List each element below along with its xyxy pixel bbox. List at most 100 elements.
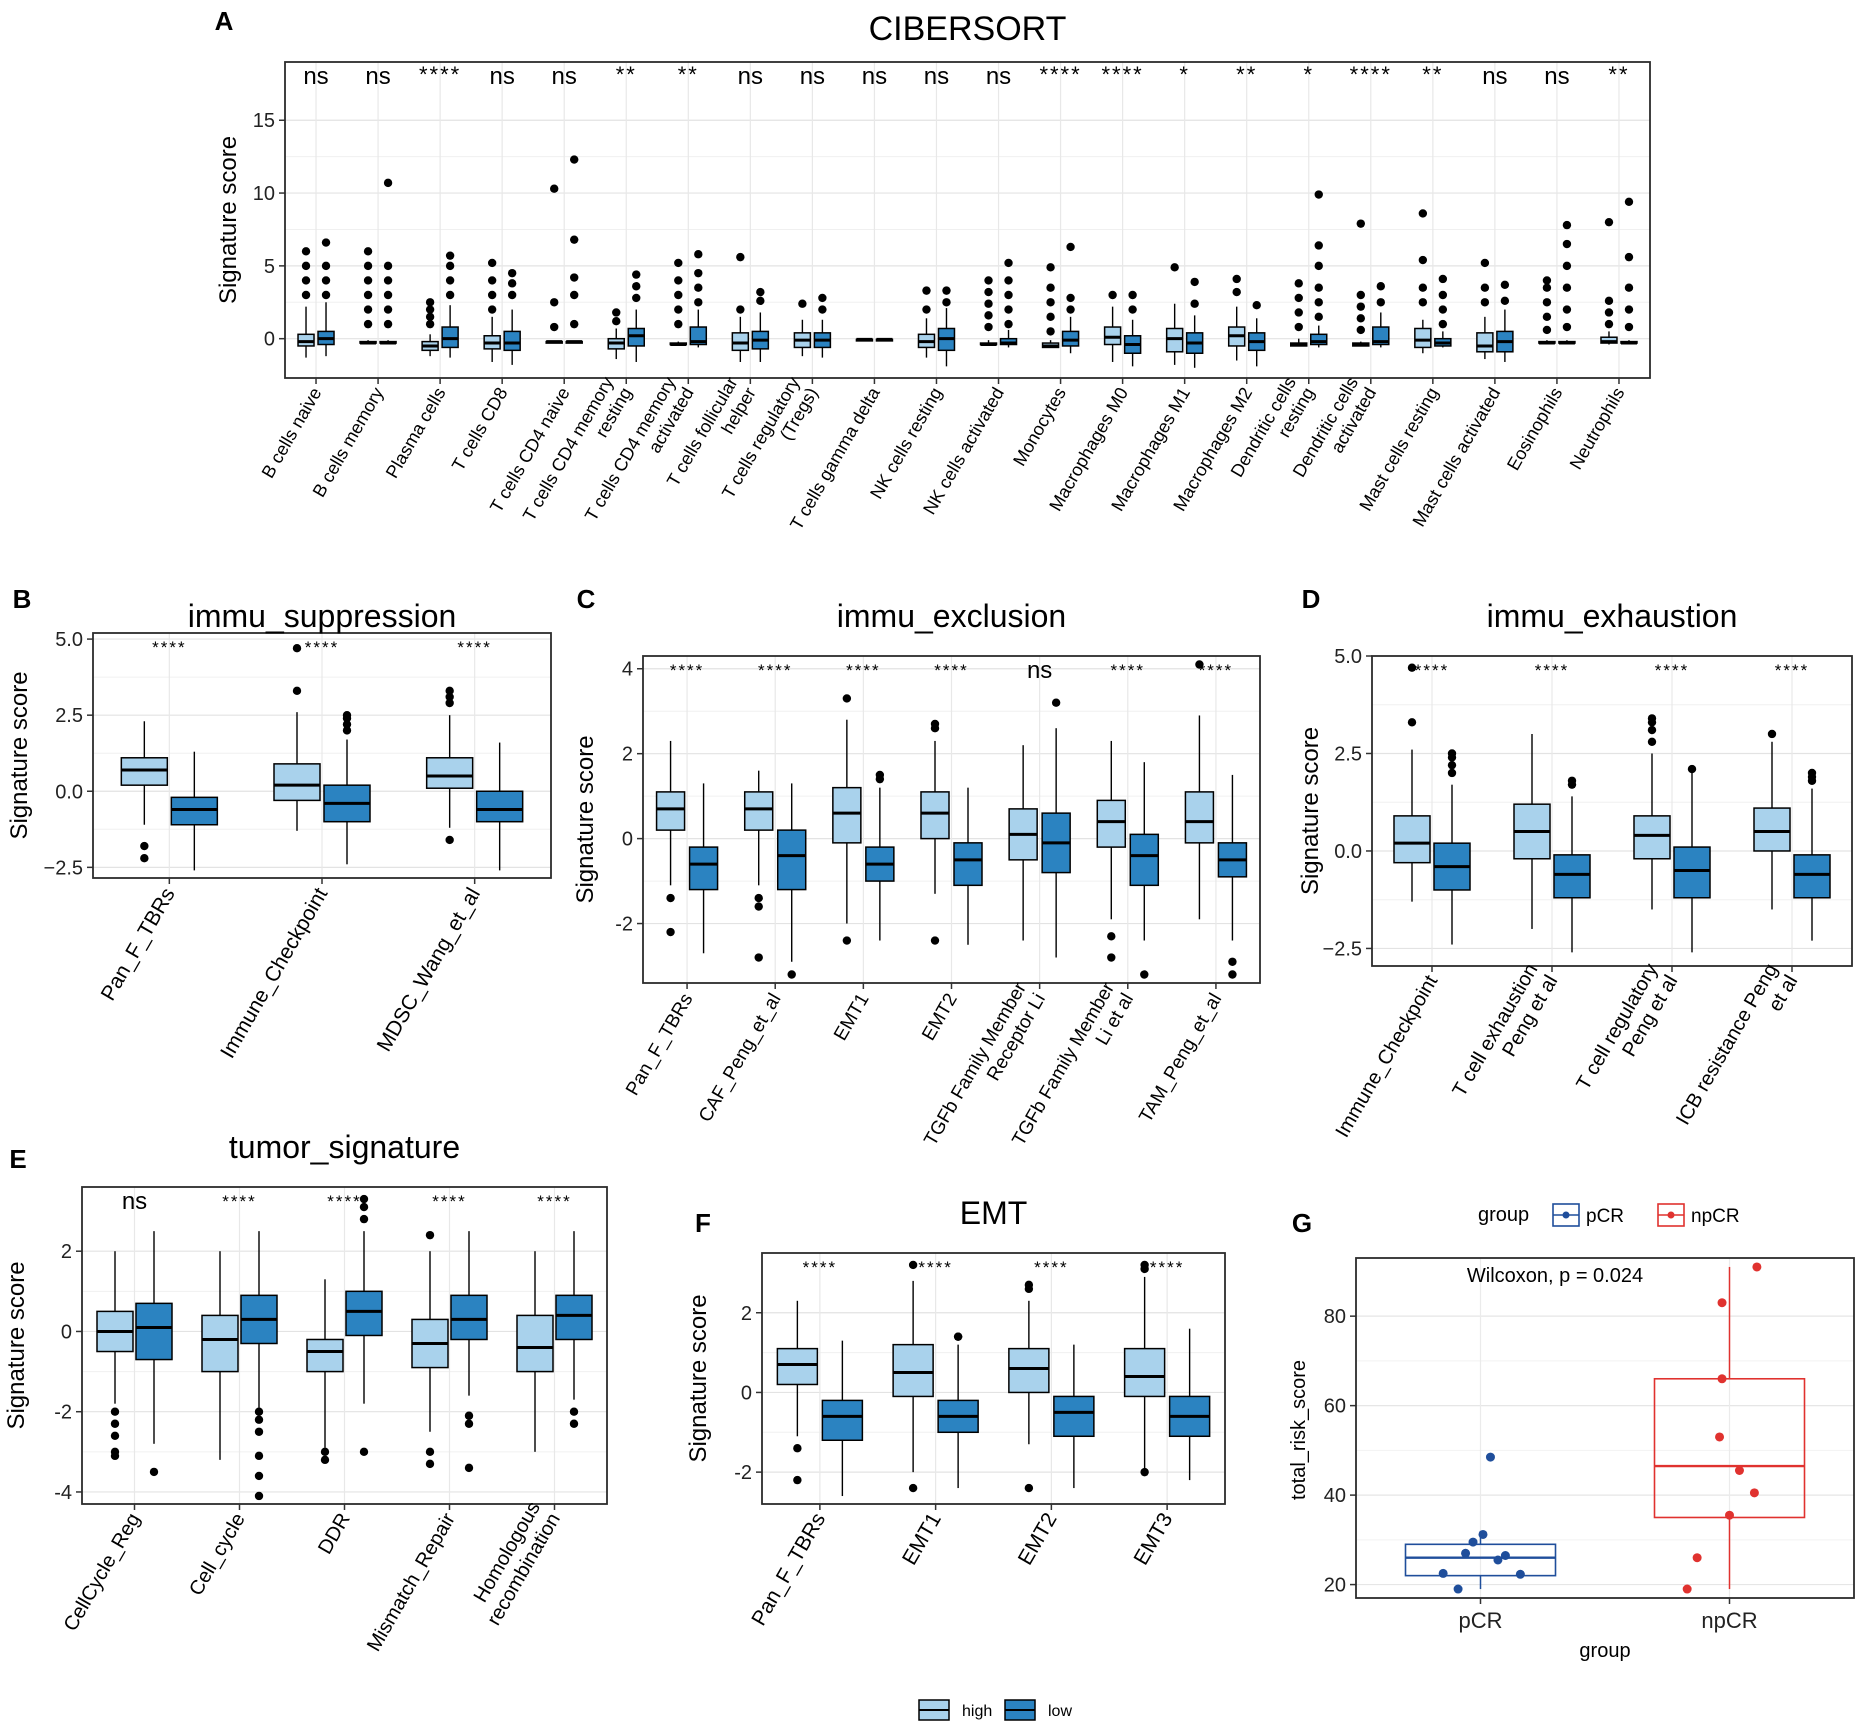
- outlier-point: [487, 305, 497, 314]
- outlier-point: [1542, 325, 1552, 335]
- box-low-a: [441, 251, 459, 358]
- outlier-point: [736, 305, 745, 314]
- outlier-point: [363, 319, 373, 329]
- box-iqr: [920, 791, 950, 840]
- box-high-c: [920, 719, 950, 945]
- outlier-point: [1480, 283, 1490, 292]
- y-axis-label-f: Signature score: [685, 1294, 712, 1462]
- box-low-a: [627, 270, 645, 362]
- box-high-a: [483, 258, 501, 362]
- outlier-point: [1046, 263, 1055, 272]
- box-high-a: [1290, 279, 1308, 347]
- box-low-a: [999, 258, 1018, 348]
- x-category-label-line: EMT2: [918, 990, 962, 1044]
- y-tick-label-e: 2: [61, 1241, 72, 1263]
- outlier-point: [254, 1491, 264, 1501]
- box-low-e: [450, 1231, 488, 1473]
- x-category-label-d: T cell exhaustionPeng et al: [1448, 960, 1562, 1112]
- chart-d-body: −2.5 0.0 2.5 5.0 immu_exhaustion Signature sc…: [1297, 598, 1853, 1141]
- outlier-point: [445, 686, 454, 696]
- outlier-point: [908, 1260, 918, 1270]
- outlier-point: [321, 261, 331, 271]
- outlier-point: [110, 1419, 120, 1428]
- outlier-point: [383, 261, 393, 271]
- significance-label-f: ****: [1150, 1258, 1184, 1277]
- outlier-point: [363, 261, 373, 271]
- outlier-point: [612, 308, 621, 317]
- outlier-point: [321, 276, 331, 285]
- outlier-point: [1051, 698, 1061, 707]
- outlier-point: [1140, 1260, 1149, 1270]
- jitter-point: [1752, 1262, 1762, 1272]
- outlier-point: [694, 268, 703, 278]
- outlier-point: [507, 279, 517, 288]
- box-high-e: [201, 1251, 239, 1460]
- box-iqr: [1393, 815, 1431, 864]
- outlier-point: [1294, 293, 1303, 303]
- outlier-point: [342, 710, 352, 720]
- outlier-point: [1046, 327, 1055, 336]
- box-high-a: [1041, 263, 1060, 349]
- box-high-a: [1538, 276, 1556, 345]
- box-iqr: [655, 791, 686, 831]
- outlier-point: [425, 1459, 435, 1469]
- jitter-point: [1734, 1466, 1744, 1475]
- box-low-c: [865, 770, 895, 941]
- y-tick-label-a: 5: [264, 256, 275, 278]
- outlier-point: [1004, 305, 1013, 314]
- outlier-point: [922, 286, 931, 295]
- box-low-e: [345, 1194, 383, 1457]
- outlier-point: [1418, 283, 1428, 292]
- x-category-label-a: B cells naive: [258, 384, 326, 482]
- jitter-point: [1515, 1569, 1525, 1579]
- outlier-point: [1107, 932, 1116, 941]
- significance-label-e: ns: [122, 1188, 147, 1215]
- outlier-point: [1294, 308, 1303, 317]
- significance-label-a: **: [616, 62, 637, 87]
- outlier-point: [1562, 283, 1572, 292]
- x-category-label-f: EMT3: [1130, 1509, 1178, 1569]
- x-category-label-line: Immune_Checkpoint: [216, 884, 332, 1062]
- chart-b-body: −2.5 0.0 2.5 5.0 immu_suppression Signature s…: [6, 598, 552, 1062]
- outlier-point: [1480, 298, 1490, 307]
- outlier-point: [1314, 283, 1323, 292]
- jitter-point: [1500, 1551, 1510, 1560]
- significance-label-a: **: [678, 62, 699, 87]
- outlier-point: [569, 1419, 579, 1428]
- x-category-label-line: Mismatch_Repair: [363, 1509, 460, 1655]
- outlier-point: [342, 720, 352, 729]
- outlier-point: [321, 238, 331, 247]
- outlier-point: [445, 276, 455, 285]
- significance-label-a: **: [1608, 62, 1629, 87]
- outlier-point: [320, 1455, 330, 1465]
- outlier-point: [1140, 970, 1149, 979]
- box-iqr: [306, 1338, 344, 1373]
- box-high-a: [1227, 274, 1246, 361]
- outlier-point: [1046, 312, 1055, 322]
- outlier-point: [674, 276, 683, 285]
- significance-label-d: ****: [1415, 661, 1449, 680]
- outlier-point: [1418, 298, 1428, 307]
- box-high-a: [793, 299, 812, 357]
- significance-label-c: ****: [758, 661, 792, 680]
- box-low-a: [1372, 282, 1390, 348]
- outlier-point: [942, 298, 951, 307]
- x-category-label-line: T cells CD8: [448, 384, 512, 474]
- significance-label-c: ****: [1111, 661, 1145, 680]
- x-category-label-f: EMT1: [898, 1509, 946, 1569]
- outlier-point: [875, 770, 885, 780]
- box-iqr: [555, 1294, 593, 1341]
- x-category-label-e: Cell_cycle: [185, 1510, 250, 1600]
- panel-label-g: G: [1292, 1208, 1312, 1238]
- x-category-label-line: Pan_F_TBRs: [622, 990, 697, 1099]
- box-low-b: [323, 710, 371, 865]
- box-iqr: [821, 1399, 864, 1442]
- panel-label-c: C: [577, 584, 596, 614]
- box-low-d: [1553, 776, 1591, 953]
- outlier-point: [1438, 305, 1448, 314]
- outlier-point: [425, 312, 435, 322]
- outlier-point: [140, 854, 149, 863]
- x-category-label-a: Plasma cells: [382, 384, 450, 481]
- x-category-label-line: EMT2: [1014, 1509, 1062, 1569]
- outlier-point: [1228, 957, 1237, 966]
